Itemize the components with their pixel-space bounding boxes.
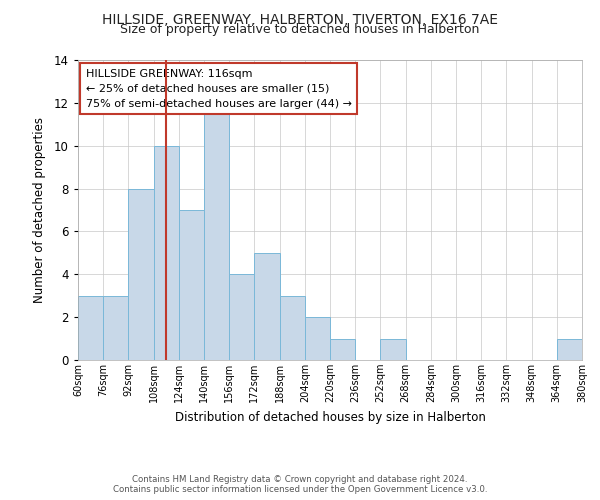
Bar xyxy=(128,188,154,360)
Bar xyxy=(179,210,204,360)
Bar xyxy=(305,317,330,360)
X-axis label: Distribution of detached houses by size in Halberton: Distribution of detached houses by size … xyxy=(175,410,485,424)
Bar xyxy=(557,338,582,360)
Text: HILLSIDE, GREENWAY, HALBERTON, TIVERTON, EX16 7AE: HILLSIDE, GREENWAY, HALBERTON, TIVERTON,… xyxy=(102,12,498,26)
Text: Size of property relative to detached houses in Halberton: Size of property relative to detached ho… xyxy=(121,22,479,36)
Text: HILLSIDE GREENWAY: 116sqm
← 25% of detached houses are smaller (15)
75% of semi-: HILLSIDE GREENWAY: 116sqm ← 25% of detac… xyxy=(86,69,352,108)
Y-axis label: Number of detached properties: Number of detached properties xyxy=(32,117,46,303)
Bar xyxy=(280,296,305,360)
Bar xyxy=(380,338,406,360)
Bar xyxy=(254,253,280,360)
Bar xyxy=(154,146,179,360)
Bar xyxy=(103,296,128,360)
Bar xyxy=(78,296,103,360)
Bar xyxy=(229,274,254,360)
Bar xyxy=(204,103,229,360)
Text: Contains HM Land Registry data © Crown copyright and database right 2024.
Contai: Contains HM Land Registry data © Crown c… xyxy=(113,474,487,494)
Bar xyxy=(330,338,355,360)
